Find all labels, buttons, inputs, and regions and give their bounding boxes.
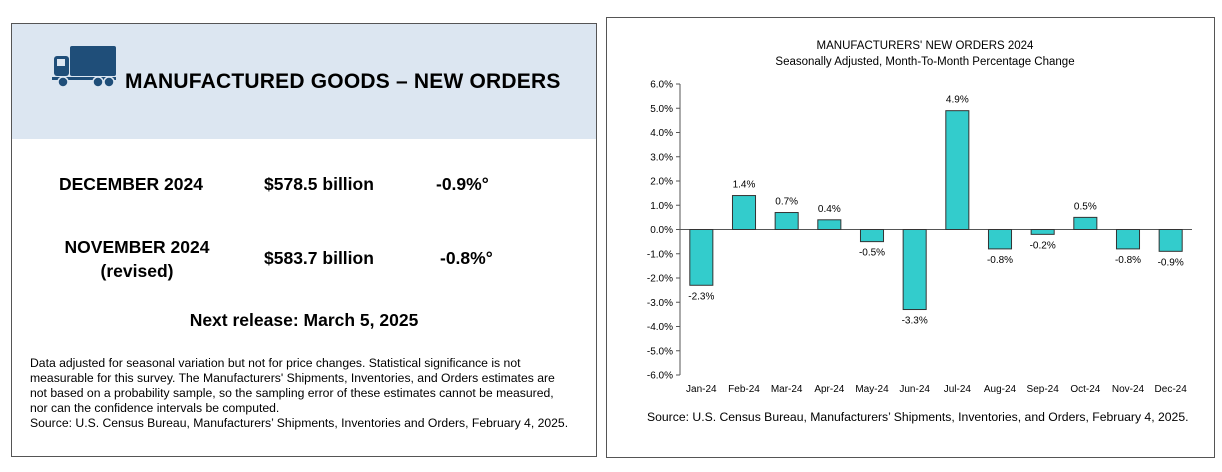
new-orders-bar-chart: MANUFACTURERS' NEW ORDERS 2024 Seasonall… xyxy=(647,40,1192,395)
y-tick-label: -3.0% xyxy=(647,298,673,309)
summary-footnote: Data adjusted for seasonal variation but… xyxy=(30,356,590,431)
previous-period-name: NOVEMBER 2024 xyxy=(64,237,210,257)
bar xyxy=(774,212,799,230)
y-tick-label: 3.0% xyxy=(650,152,673,163)
x-tick-label: Nov-24 xyxy=(1112,384,1145,395)
y-tick-label: 6.0% xyxy=(650,80,673,91)
current-period-change: -0.9%° xyxy=(436,174,489,194)
bar xyxy=(945,110,970,230)
summary-header: MANUFACTURED GOODS – NEW ORDERS xyxy=(12,24,596,139)
chart-title: MANUFACTURERS' NEW ORDERS 2024 xyxy=(817,40,1035,52)
data-label: 4.9% xyxy=(946,95,969,106)
bar xyxy=(689,229,714,286)
y-tick-label: 0.0% xyxy=(650,225,673,236)
bar xyxy=(1073,216,1098,230)
data-label: -0.8% xyxy=(1115,255,1141,266)
x-tick-label: May-24 xyxy=(855,384,889,395)
bar xyxy=(902,229,927,311)
data-label: -0.9% xyxy=(1158,257,1184,268)
y-axis: 6.0% 5.0% 4.0% 3.0% 2.0% 1.0% 0.0% -1.0% -2.0% -3… xyxy=(647,80,1192,382)
x-tick-label: Sep-24 xyxy=(1027,384,1060,395)
bars: -2.3% 1.4% 0.7% 0.4% -0.5% -3.3% 4.9% -0.8% -0.2… xyxy=(688,95,1184,327)
y-tick-label: -5.0% xyxy=(647,346,673,357)
bar xyxy=(1030,229,1055,235)
y-tick-label: 5.0% xyxy=(650,104,673,115)
current-period-value: $578.5 billion xyxy=(264,174,374,194)
bar xyxy=(859,229,885,243)
y-tick-label: 2.0% xyxy=(650,177,673,188)
x-tick-label: Dec-24 xyxy=(1155,384,1188,395)
y-tick-label: -6.0% xyxy=(647,371,673,382)
data-label: -0.2% xyxy=(1030,240,1056,251)
data-label: 0.4% xyxy=(818,204,841,215)
previous-period-change: -0.8%° xyxy=(440,248,493,268)
bar xyxy=(987,229,1013,250)
data-label: 0.7% xyxy=(775,197,798,208)
y-tick-label: 4.0% xyxy=(650,128,673,139)
summary-headline: MANUFACTURED GOODS – NEW ORDERS xyxy=(125,70,561,93)
previous-period-value: $583.7 billion xyxy=(264,248,374,268)
x-axis: Jan-24 Feb-24 Mar-24 Apr-24 May-24 Jun-24 Jul-… xyxy=(686,384,1187,395)
x-tick-label: Jan-24 xyxy=(686,384,717,395)
x-tick-label: Jul-24 xyxy=(944,384,972,395)
x-tick-label: Oct-24 xyxy=(1070,384,1100,395)
y-tick-label: -2.0% xyxy=(647,274,673,285)
y-tick-label: -1.0% xyxy=(647,249,673,260)
x-tick-label: Aug-24 xyxy=(984,384,1017,395)
footnote-line: Data adjusted for seasonal variation but… xyxy=(30,356,521,370)
truck-icon xyxy=(52,46,116,88)
bar xyxy=(1158,229,1183,252)
data-label: -3.3% xyxy=(902,316,928,327)
footnote-line: nor can the confidence intervals be comp… xyxy=(30,401,280,415)
previous-period-note: (revised) xyxy=(100,261,174,281)
x-tick-label: Apr-24 xyxy=(814,384,844,395)
new-orders-summary-card: MANUFACTURED GOODS – NEW ORDERS DECEMBER… xyxy=(11,23,597,457)
x-tick-label: Mar-24 xyxy=(771,384,803,395)
chart-subtitle: Seasonally Adjusted, Month-To-Month Perc… xyxy=(775,56,1074,68)
y-tick-label: 1.0% xyxy=(650,201,673,212)
data-label: -2.3% xyxy=(688,291,714,302)
previous-period-label: NOVEMBER 2024 (revised) xyxy=(54,235,220,283)
data-label: 0.5% xyxy=(1074,201,1097,212)
data-label: -0.8% xyxy=(987,255,1013,266)
current-period-label: DECEMBER 2024 xyxy=(59,174,203,194)
data-label: -0.5% xyxy=(859,248,885,259)
footnote-source: Source: U.S. Census Bureau, Manufacturer… xyxy=(30,416,569,430)
footnote-line: not based on a probability sample, so th… xyxy=(30,386,554,400)
next-release-text: Next release: March 5, 2025 xyxy=(189,310,419,330)
bar xyxy=(817,219,842,231)
y-tick-label: -4.0% xyxy=(647,322,673,333)
chart-source: Source: U.S. Census Bureau, Manufacturer… xyxy=(647,410,1189,424)
data-label: 1.4% xyxy=(733,180,756,191)
x-tick-label: Jun-24 xyxy=(899,384,930,395)
new-orders-chart-card: MANUFACTURERS' NEW ORDERS 2024 Seasonall… xyxy=(606,17,1215,458)
bar xyxy=(731,195,757,231)
x-tick-label: Feb-24 xyxy=(728,384,760,395)
bar xyxy=(1115,229,1141,250)
footnote-line: measurable for this survey. The Manufact… xyxy=(30,371,555,385)
